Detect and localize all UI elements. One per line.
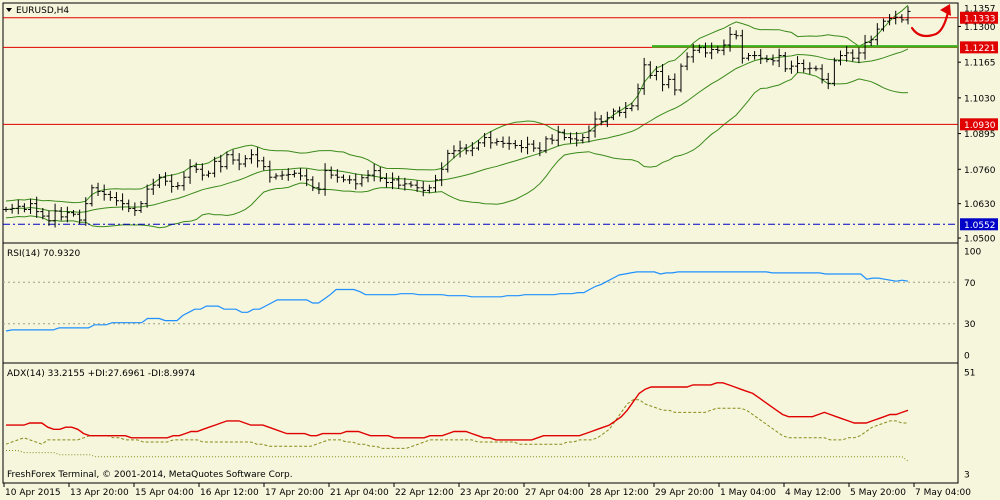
- symbol-dropdown-icon[interactable]: [6, 8, 12, 12]
- time-tick-label: 7 May 04:00: [915, 488, 971, 498]
- time-tick-label: 28 Apr 12:00: [590, 488, 649, 498]
- price-level-tag: [960, 11, 998, 24]
- bollinger-middle-line: [5, 48, 909, 213]
- price-tick-label: 1.0500: [964, 235, 996, 245]
- time-tick-label: 4 May 12:00: [785, 488, 841, 498]
- adx-line: [6, 382, 909, 441]
- time-tick-label: 21 Apr 04:00: [330, 488, 389, 498]
- time-tick-label: 15 Apr 04:00: [135, 488, 194, 498]
- rsi-panel-frame: [2, 242, 959, 364]
- adx-panel: 51 3: [5, 369, 975, 480]
- price-level-label: 1.0930: [964, 121, 996, 131]
- price-level-tag: [960, 41, 998, 54]
- price-level-label: 1.1221: [964, 44, 996, 54]
- bollinger-upper-line: [5, 4, 909, 204]
- rsi-tick-label: 30: [964, 320, 976, 330]
- price-tick-label: 1.1300: [964, 23, 996, 33]
- rsi-panel: 100 70 30 0: [3, 248, 981, 361]
- price-tick-label: 1.1165: [964, 59, 996, 69]
- price-panel-frame: [2, 2, 959, 244]
- price-tick-label: 1.0760: [964, 166, 996, 176]
- time-tick-label: 23 Apr 20:00: [460, 488, 519, 498]
- price-level-label: 1.0552: [964, 221, 996, 231]
- rsi-line: [5, 271, 909, 332]
- price-level-label: 1.1333: [964, 14, 996, 24]
- time-tick-label: 10 Apr 2015: [5, 488, 61, 498]
- price-level-tag: [960, 218, 998, 231]
- arrow-annotation: [910, 10, 950, 38]
- rsi-tick-label: 100: [964, 248, 981, 258]
- time-tick-label: 13 Apr 20:00: [70, 488, 129, 498]
- time-axis: 10 Apr 2015 13 Apr 20:00 15 Apr 04:00 16 Ap…: [3, 483, 971, 498]
- price-tick-label: 1.0895: [964, 130, 996, 140]
- arrow-head-icon: [940, 4, 951, 16]
- rsi-tick-label: 0: [964, 351, 970, 361]
- rsi-tick-label: 70: [964, 279, 976, 289]
- current-price-label: 1.1357: [964, 4, 996, 14]
- price-level-tag: [960, 118, 998, 131]
- adx-panel-frame: [2, 362, 959, 484]
- adx-tick-label: 51: [964, 369, 975, 379]
- rsi-label: RSI(14) 70.9320: [7, 249, 80, 259]
- chart-title[interactable]: EURUSD,H4: [16, 6, 69, 16]
- plus-di-line: [5, 399, 908, 449]
- adx-tick-label: 3: [964, 470, 970, 480]
- price-panel: 1.1333 1.1221 1.0930 1.0552 1.1300 1.1165 1.10…: [3, 4, 998, 245]
- time-tick-label: 29 Apr 20:00: [655, 488, 714, 498]
- price-tick-label: 1.0630: [964, 200, 996, 210]
- time-tick-label: 27 Apr 04:00: [525, 488, 584, 498]
- footer-copyright: FreshForex Terminal, © 2001-2014, MetaQu…: [7, 470, 293, 480]
- minus-di-line: [6, 450, 909, 462]
- bollinger-lower-line: [5, 71, 909, 229]
- time-tick-label: 22 Apr 12:00: [395, 488, 454, 498]
- price-tick-label: 1.1030: [964, 94, 996, 104]
- time-tick-label: 17 Apr 20:00: [265, 488, 324, 498]
- time-tick-label: 1 May 04:00: [720, 488, 776, 498]
- time-tick-label: 16 Apr 12:00: [200, 488, 259, 498]
- adx-label: ADX(14) 33.2155 +DI:27.6961 -DI:8.9974: [7, 369, 196, 379]
- time-tick-label: 5 May 20:00: [850, 488, 906, 498]
